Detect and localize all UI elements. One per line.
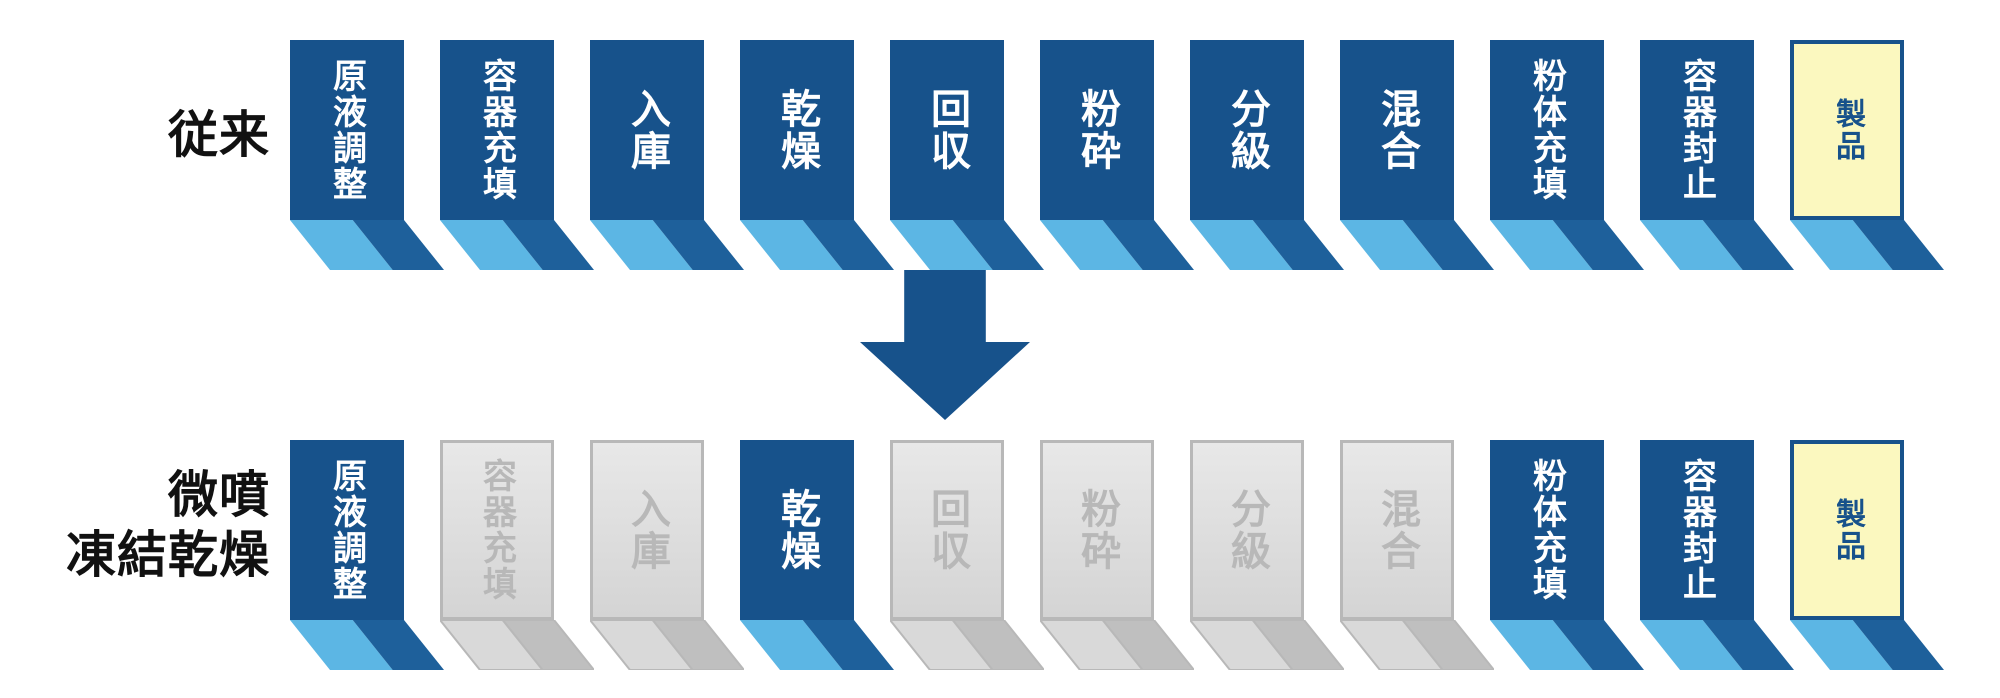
top-flap-7: [1340, 220, 1494, 270]
bottom-flap-1: [440, 620, 594, 670]
bottom-step-7: 混合: [1340, 440, 1454, 620]
top-step-2: 入庫: [590, 40, 704, 220]
top-flap-5: [1040, 220, 1194, 270]
top-step-1: 容器充填: [440, 40, 554, 220]
bottom-flap-6: [1190, 620, 1344, 670]
top-step-3: 乾燥: [740, 40, 854, 220]
bottom-step-5: 粉砕: [1040, 440, 1154, 620]
bottom-flap-8: [1490, 620, 1644, 670]
top-step-6: 分級: [1190, 40, 1304, 220]
top-step-7: 混合: [1340, 40, 1454, 220]
row-label-bottom: 微噴凍結乾燥: [66, 465, 270, 585]
down-arrow-icon: [860, 270, 1030, 420]
bottom-flap-9: [1640, 620, 1794, 670]
bottom-step-1: 容器充填: [440, 440, 554, 620]
bottom-step-10: 製品: [1790, 440, 1904, 620]
top-step-5: 粉砕: [1040, 40, 1154, 220]
bottom-flap-3: [740, 620, 894, 670]
top-flap-1: [440, 220, 594, 270]
top-step-0: 原液調整: [290, 40, 404, 220]
bottom-step-8: 粉体充填: [1490, 440, 1604, 620]
top-step-9: 容器封止: [1640, 40, 1754, 220]
bottom-step-9: 容器封止: [1640, 440, 1754, 620]
top-flap-3: [740, 220, 894, 270]
bottom-flap-5: [1040, 620, 1194, 670]
bottom-flap-7: [1340, 620, 1494, 670]
bottom-flap-0: [290, 620, 444, 670]
bottom-step-0: 原液調整: [290, 440, 404, 620]
top-flap-10: [1790, 220, 1944, 270]
top-flap-2: [590, 220, 744, 270]
bottom-flap-4: [890, 620, 1044, 670]
bottom-step-3: 乾燥: [740, 440, 854, 620]
top-flap-9: [1640, 220, 1794, 270]
top-flap-8: [1490, 220, 1644, 270]
bottom-step-4: 回収: [890, 440, 1004, 620]
bottom-step-6: 分級: [1190, 440, 1304, 620]
top-flap-4: [890, 220, 1044, 270]
top-step-10: 製品: [1790, 40, 1904, 220]
top-flap-6: [1190, 220, 1344, 270]
bottom-flap-10: [1790, 620, 1944, 670]
top-step-4: 回収: [890, 40, 1004, 220]
top-flap-0: [290, 220, 444, 270]
row-label-top: 従来: [168, 95, 270, 167]
top-step-8: 粉体充填: [1490, 40, 1604, 220]
bottom-step-2: 入庫: [590, 440, 704, 620]
process-comparison-diagram: 従来微噴凍結乾燥原液調整容器充填入庫乾燥回収粉砕分級混合粉体充填容器封止製品原液…: [0, 0, 2000, 698]
bottom-flap-2: [590, 620, 744, 670]
